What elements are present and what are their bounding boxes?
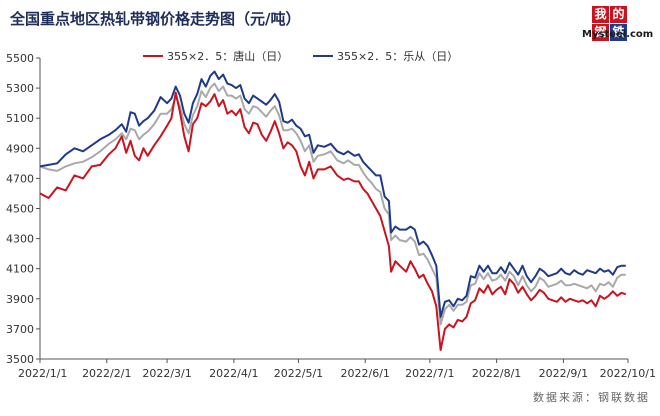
y-tick-label: 3900 bbox=[6, 293, 34, 306]
logo-char-2: 的 bbox=[610, 6, 627, 23]
legend-label-tangshan: 355×2．5：唐山（日） bbox=[167, 49, 288, 63]
x-tick-label: 2022/5/1 bbox=[274, 367, 323, 380]
y-tick-label: 5500 bbox=[6, 52, 34, 65]
x-tick-label: 2022/6/1 bbox=[341, 367, 390, 380]
series-line-lecong bbox=[39, 70, 626, 318]
x-tick-label: 2022/3/1 bbox=[142, 367, 191, 380]
x-axis: 2022/1/1 2022/2/1 2022/3/1 2022/4/1 2022/5/1… bbox=[18, 358, 656, 380]
x-tick-label: 2022/7/1 bbox=[405, 367, 454, 380]
series-lines bbox=[39, 70, 627, 351]
mysteel-logo: 我 的 钢 铁 Mysteel.com bbox=[582, 6, 654, 46]
x-tick-label: 2022/2/1 bbox=[82, 367, 131, 380]
logo-char-4: 铁 bbox=[610, 24, 627, 41]
logo-word: Mysteel.com bbox=[582, 29, 654, 40]
y-axis: 3500 3700 3900 4100 4300 4500 4700 4900 5100 5300… bbox=[6, 52, 41, 366]
logo-char-1: 我 bbox=[592, 6, 609, 23]
x-tick-label: 2022/4/1 bbox=[209, 367, 258, 380]
legend: 355×2．5：唐山（日） 355×2．5：乐从（日） bbox=[143, 49, 458, 63]
x-tick-label: 2022/10/1 bbox=[600, 367, 656, 380]
y-tick-label: 4700 bbox=[6, 172, 34, 185]
y-tick-label: 3500 bbox=[6, 353, 34, 366]
series-line-tangshan bbox=[39, 91, 627, 351]
chart-title: 全国重点地区热轧带钢价格走势图（元/吨） bbox=[10, 10, 301, 28]
y-tick-label: 4300 bbox=[6, 233, 34, 246]
x-tick-label: 2022/8/1 bbox=[472, 367, 521, 380]
x-tick-label: 2022/9/1 bbox=[539, 367, 588, 380]
legend-label-lecong: 355×2．5：乐从（日） bbox=[337, 50, 458, 63]
y-tick-label: 4900 bbox=[6, 142, 34, 155]
y-tick-label: 3700 bbox=[6, 323, 34, 336]
y-tick-label: 5300 bbox=[6, 82, 34, 95]
data-source-note: 数据来源：钢联数据 bbox=[533, 391, 650, 404]
logo-char-3: 钢 bbox=[592, 24, 609, 41]
y-tick-label: 4100 bbox=[6, 263, 34, 276]
y-tick-label: 4500 bbox=[6, 203, 34, 216]
y-tick-label: 5100 bbox=[6, 112, 34, 125]
x-tick-label: 2022/1/1 bbox=[18, 367, 67, 380]
